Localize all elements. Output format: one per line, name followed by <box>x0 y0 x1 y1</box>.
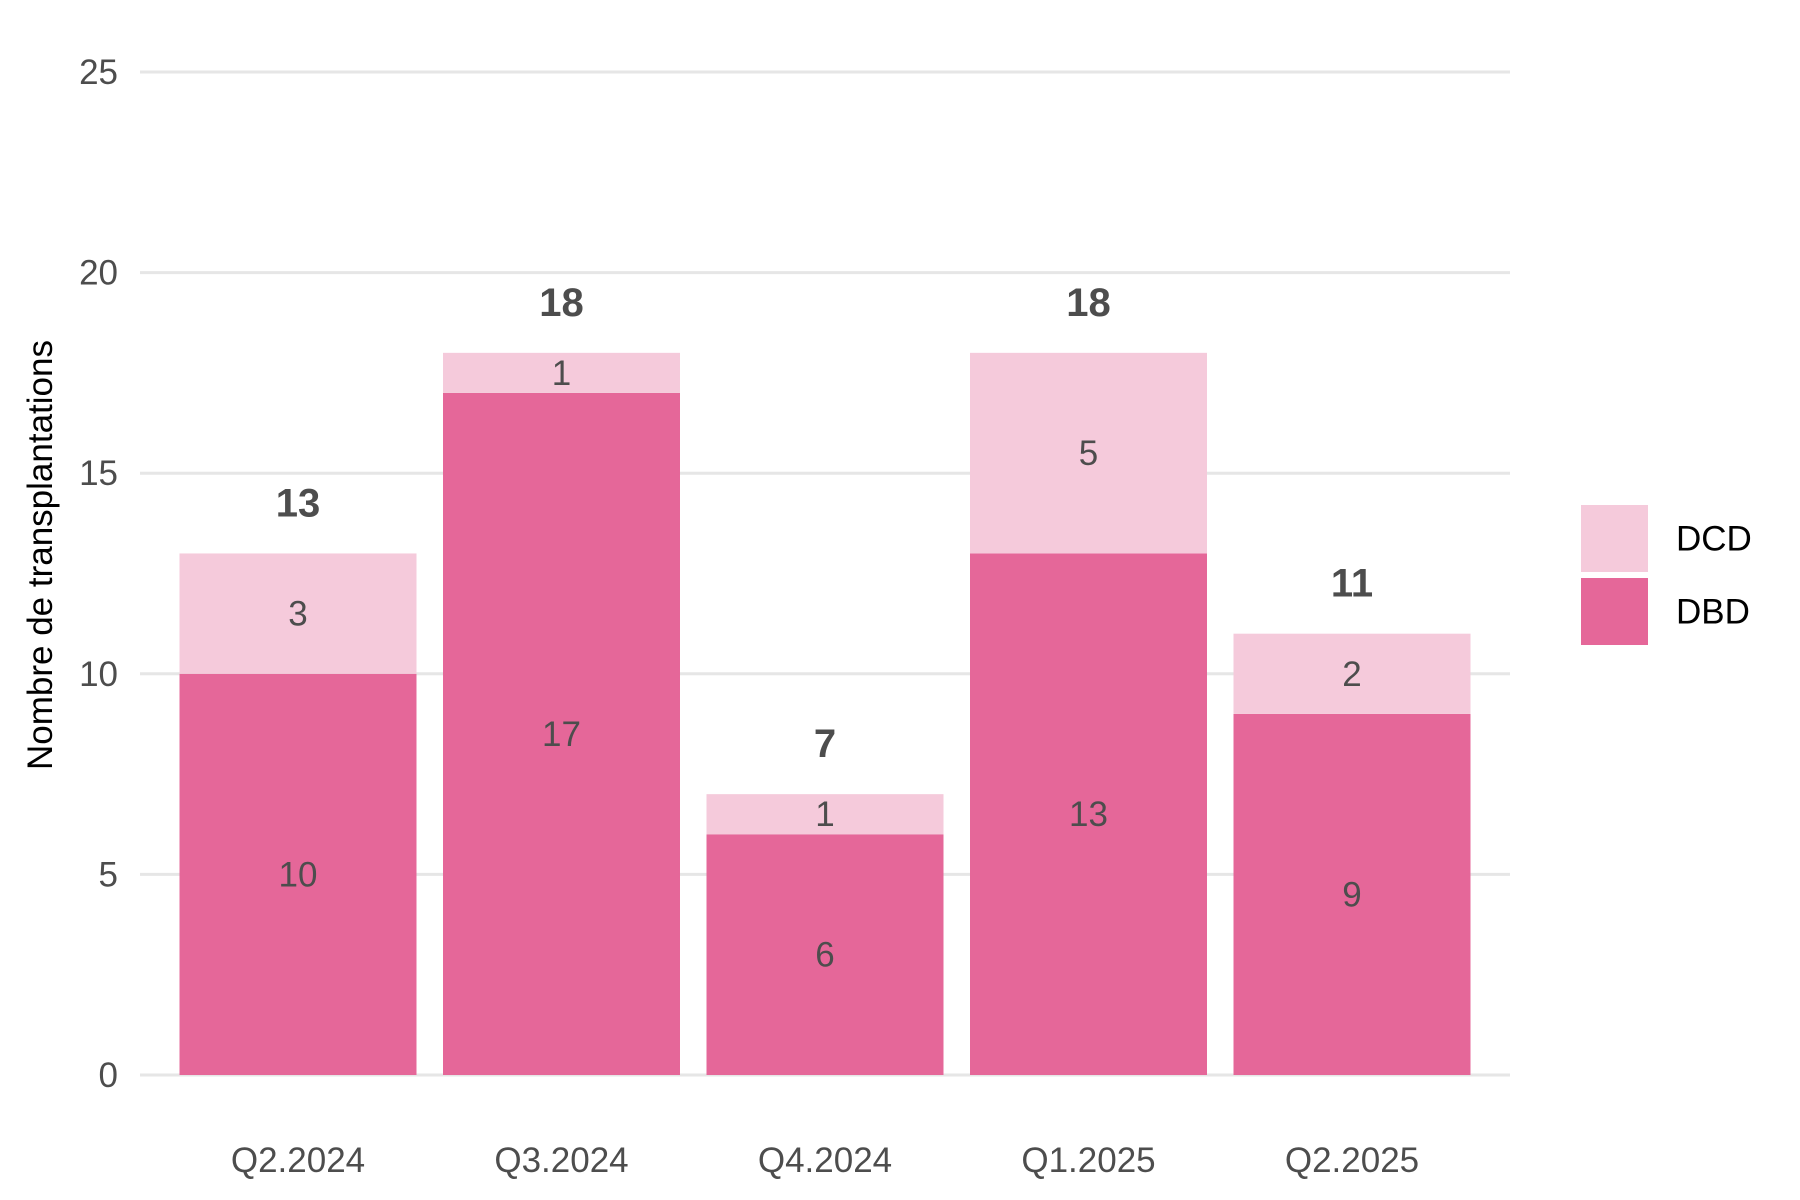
bar-total-label: 18 <box>539 281 584 325</box>
segment-value-label: 13 <box>1069 795 1108 834</box>
segment-value-label: 1 <box>552 354 571 393</box>
bars-layer <box>179 352 1471 1076</box>
bar-segment-dbd <box>179 673 417 1075</box>
segment-value-label: 1 <box>815 795 834 834</box>
bar-total-label: 11 <box>1331 562 1373 606</box>
y-axis-title: Nombre de transplantations <box>21 340 60 770</box>
bar-segment-dbd <box>706 834 944 1075</box>
bar-segment-dcd <box>970 352 1207 554</box>
legend-key-dcd <box>1581 505 1648 572</box>
bar-total-label: 13 <box>276 481 321 525</box>
bar-segment-dbd <box>1233 713 1471 1075</box>
bar-total-label: 7 <box>814 722 836 766</box>
x-tick-label: Q4.2024 <box>758 1141 892 1180</box>
legend-key-dbd <box>1581 578 1648 645</box>
y-tick-label: 15 <box>79 454 118 493</box>
segment-value-label: 10 <box>279 855 318 894</box>
bar-segment-dbd <box>443 392 680 1076</box>
bar-total-label: 18 <box>1066 281 1111 325</box>
bar-segment-dcd <box>706 794 944 835</box>
y-tick-label: 10 <box>79 655 118 694</box>
bar-segment-dcd <box>443 352 680 393</box>
y-tick-label: 5 <box>99 855 118 894</box>
y-tick-label: 25 <box>79 53 118 92</box>
legend-label-dcd: DCD <box>1676 520 1752 559</box>
segment-value-label: 5 <box>1079 434 1098 473</box>
x-tick-label: Q3.2024 <box>494 1141 628 1180</box>
legend: DCD DBD <box>1581 505 1752 645</box>
x-tick-label: Q2.2025 <box>1285 1141 1419 1180</box>
bar-segment-dbd <box>970 553 1207 1075</box>
segment-value-label: 2 <box>1342 655 1361 694</box>
segment-value-label: 9 <box>1342 875 1361 914</box>
x-tick-label: Q1.2025 <box>1021 1141 1155 1180</box>
y-tick-label: 0 <box>99 1056 118 1095</box>
segment-value-label: 17 <box>542 715 581 754</box>
segment-value-label: 3 <box>288 595 307 634</box>
segment-value-label: 6 <box>815 936 834 975</box>
axis-layer: Nombre de transplantations 0510152025Q2.… <box>21 53 1419 1180</box>
bar-segment-dcd <box>1233 633 1471 714</box>
legend-label-dbd: DBD <box>1676 593 1750 632</box>
x-tick-label: Q2.2024 <box>231 1141 365 1180</box>
bar-segment-dcd <box>179 553 417 674</box>
y-tick-label: 20 <box>79 254 118 293</box>
